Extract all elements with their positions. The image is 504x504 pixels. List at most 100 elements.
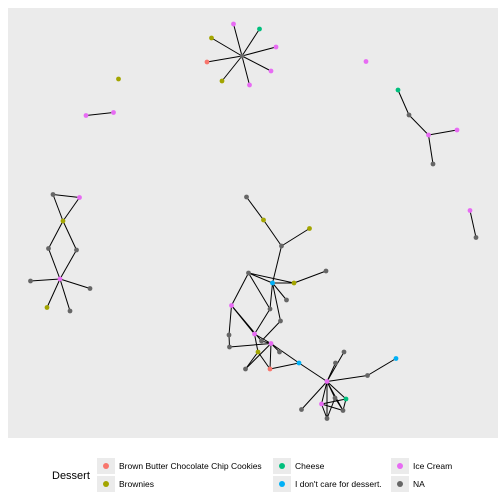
- edge: [241, 55, 272, 72]
- node: [239, 53, 245, 59]
- node: [340, 408, 346, 413]
- node: [324, 416, 330, 421]
- node: [209, 35, 214, 41]
- edge: [257, 351, 271, 370]
- edge: [301, 381, 328, 410]
- node: [246, 270, 251, 276]
- node: [46, 246, 51, 251]
- edge: [270, 343, 300, 364]
- legend-dot-no-dessert: [279, 481, 285, 487]
- node: [454, 127, 460, 133]
- node: [243, 366, 248, 372]
- edge: [62, 197, 80, 222]
- edge: [367, 358, 397, 376]
- node: [307, 226, 312, 231]
- node: [28, 278, 33, 284]
- node: [473, 235, 479, 240]
- edge: [334, 397, 344, 411]
- edge: [326, 375, 368, 382]
- node: [255, 349, 261, 355]
- node: [229, 303, 234, 308]
- node: [279, 243, 284, 249]
- node: [278, 318, 283, 324]
- node: [284, 297, 289, 303]
- legend-label-brownies: Brownies: [119, 479, 154, 489]
- node: [83, 113, 89, 118]
- node: [226, 332, 232, 338]
- edge: [397, 89, 410, 116]
- edge: [269, 362, 300, 370]
- edge: [206, 55, 243, 63]
- legend-label-na: NA: [413, 479, 425, 489]
- legend-key-no-dessert: [273, 476, 291, 492]
- edge: [233, 23, 243, 57]
- node: [365, 373, 370, 378]
- edge: [248, 272, 271, 310]
- node: [323, 268, 329, 274]
- node: [57, 276, 63, 282]
- node: [44, 305, 50, 310]
- legend-dot-na: [397, 481, 403, 487]
- node: [430, 161, 436, 167]
- node: [268, 341, 274, 346]
- node: [259, 338, 264, 344]
- edge: [221, 55, 243, 82]
- edge: [321, 381, 328, 405]
- edge: [428, 129, 458, 136]
- node: [291, 280, 297, 286]
- legend-key-cheese: [273, 458, 291, 474]
- edge: [272, 282, 281, 322]
- legend-label-cheese: Cheese: [295, 461, 325, 471]
- node: [332, 395, 338, 401]
- edge: [293, 270, 327, 284]
- edge: [261, 320, 281, 342]
- edge: [248, 272, 273, 284]
- edge: [326, 381, 347, 400]
- node: [393, 356, 399, 361]
- legend-dot-brown-butter-cookies: [103, 463, 109, 469]
- edge: [269, 343, 272, 370]
- node: [50, 192, 56, 197]
- node: [74, 247, 79, 253]
- edge: [241, 28, 260, 57]
- edge: [254, 308, 271, 335]
- edge: [281, 228, 310, 247]
- node: [296, 360, 302, 366]
- edge: [48, 248, 61, 280]
- edge: [321, 403, 344, 411]
- edge: [62, 220, 77, 251]
- edge: [428, 134, 434, 165]
- nodes-layer: [28, 21, 479, 421]
- edge: [52, 194, 80, 198]
- legend-dot-ice-cream: [397, 463, 403, 469]
- edge: [408, 114, 429, 136]
- node: [406, 112, 412, 118]
- node: [77, 195, 82, 200]
- edge: [272, 282, 287, 301]
- legend-key-na: [391, 476, 409, 492]
- legend-dot-cheese: [279, 463, 285, 469]
- edge: [241, 46, 277, 57]
- legend-label-ice-cream: Ice Cream: [413, 461, 453, 471]
- edge: [229, 343, 272, 348]
- edge: [298, 362, 328, 382]
- edge: [30, 278, 61, 282]
- node: [270, 280, 275, 286]
- edge: [85, 112, 114, 116]
- node: [231, 21, 236, 27]
- legend-label-brown-butter-cookies: Brown Butter Chocolate Chip Cookies: [119, 461, 262, 471]
- node: [395, 87, 401, 93]
- edges-layer: [30, 23, 477, 419]
- edge: [46, 278, 61, 308]
- node: [333, 360, 338, 366]
- edge: [248, 272, 295, 284]
- edge: [231, 305, 255, 335]
- node: [252, 331, 257, 337]
- node: [244, 194, 249, 200]
- node: [227, 344, 232, 350]
- edge: [245, 351, 259, 370]
- edge: [321, 398, 347, 405]
- edge: [48, 220, 64, 249]
- legend-key-brown-butter-cookies: [97, 458, 115, 474]
- node: [467, 208, 473, 213]
